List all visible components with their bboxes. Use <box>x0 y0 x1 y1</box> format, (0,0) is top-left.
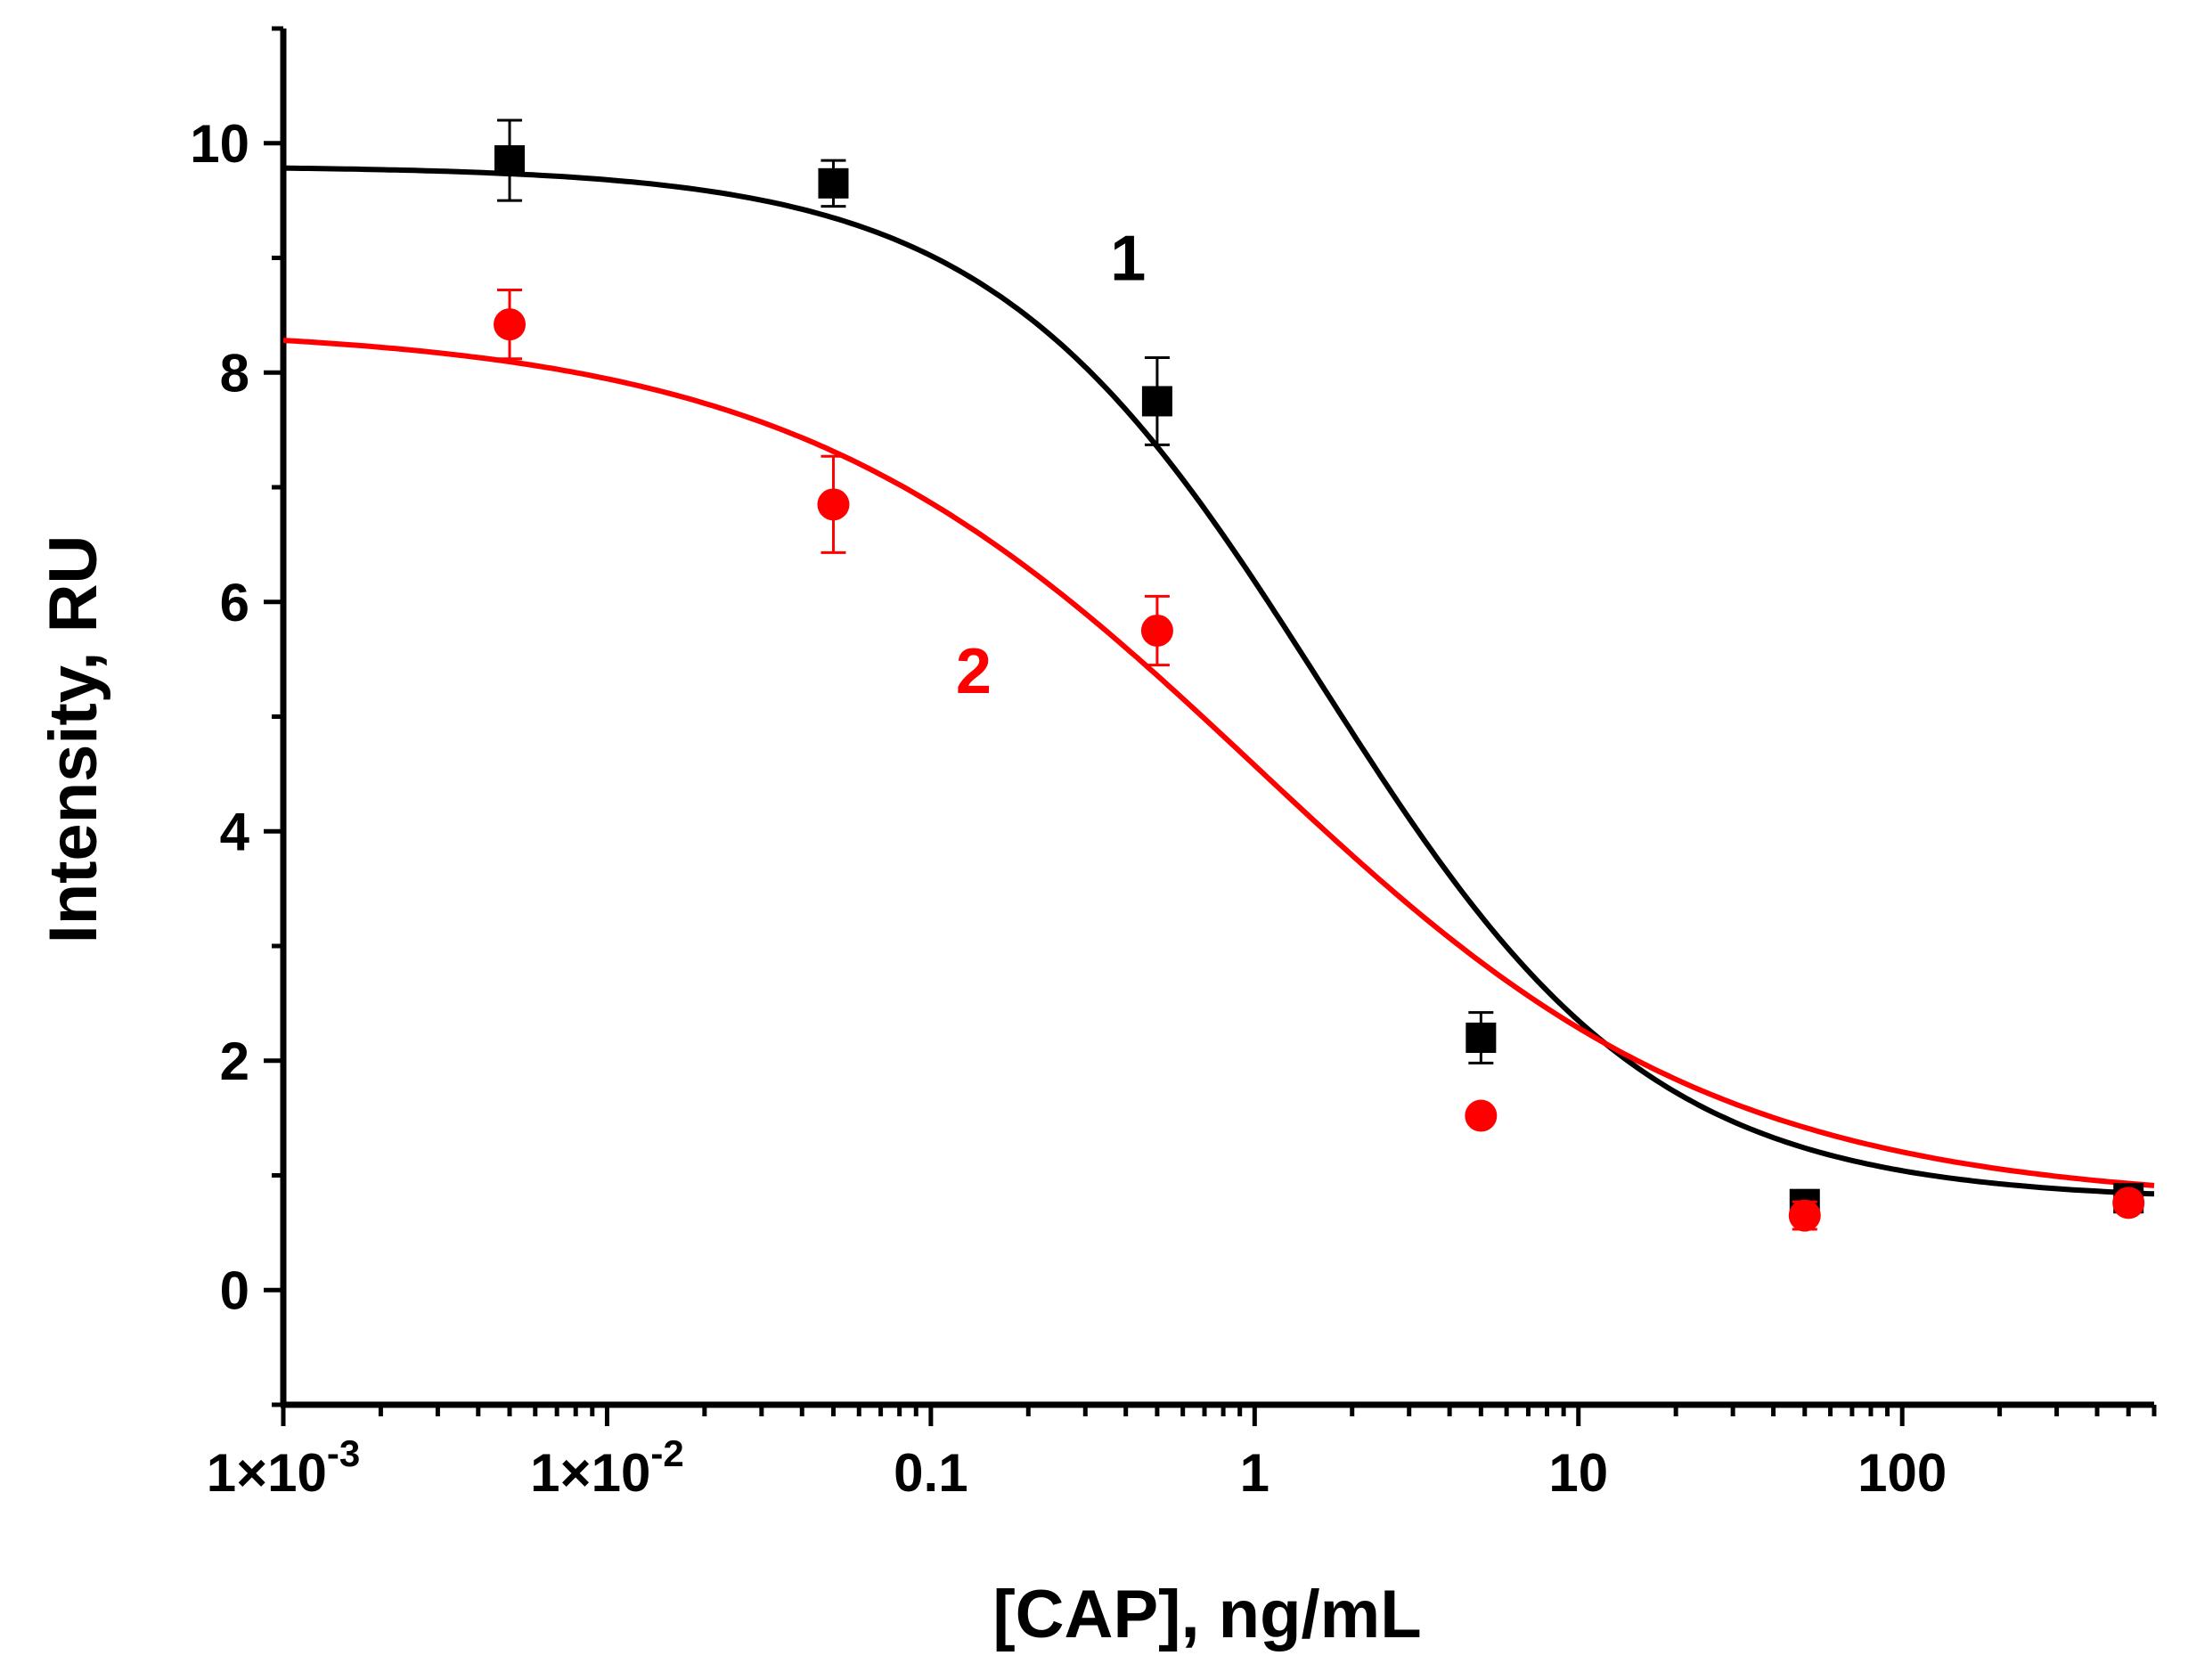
y-tick-label: 0 <box>220 1260 249 1320</box>
data-point-circle <box>494 308 527 341</box>
fit-curve-series-2 <box>282 338 2155 1188</box>
data-point-circle <box>1465 1099 1498 1132</box>
fit-curves <box>282 165 2155 1197</box>
series-label-2: 2 <box>956 636 992 707</box>
y-tick-label: 8 <box>220 343 249 403</box>
x-tick-label: 1×10-3 <box>207 1432 361 1503</box>
data-point-circle <box>1140 614 1173 647</box>
data-point-square <box>1465 1023 1497 1053</box>
data-point-square <box>494 145 526 176</box>
x-tick-label: 100 <box>1857 1443 1947 1503</box>
data-points <box>494 118 2145 1232</box>
x-tick-label: 1×10-2 <box>530 1432 684 1503</box>
y-tick-label: 2 <box>220 1032 249 1091</box>
x-tick-label: 0.1 <box>894 1443 967 1503</box>
data-point-square <box>818 167 849 199</box>
y-tick-label: 4 <box>220 802 250 861</box>
data-point-square <box>1141 386 1172 417</box>
data-point-circle <box>2112 1187 2145 1219</box>
data-point-circle <box>817 488 850 521</box>
x-tick-label: 1 <box>1240 1443 1270 1503</box>
x-tick-label: 10 <box>1548 1443 1608 1503</box>
y-tick-label: 10 <box>190 114 249 174</box>
series-label-1: 1 <box>1110 224 1146 295</box>
y-tick-label: 6 <box>220 573 249 632</box>
axes: 0 2 4 6 8 10 1×10-3 1×10-2 0.1 1 10 100 <box>190 26 2157 1503</box>
data-point-circle <box>1788 1199 1821 1232</box>
y-axis-title: Intensity, RU <box>36 535 111 944</box>
fit-curve-series-1 <box>282 165 2155 1197</box>
x-axis-title: [CAP], ng/mL <box>992 1577 1421 1652</box>
labels: [CAP], ng/mL Intensity, RU 1 2 <box>36 224 1422 1653</box>
